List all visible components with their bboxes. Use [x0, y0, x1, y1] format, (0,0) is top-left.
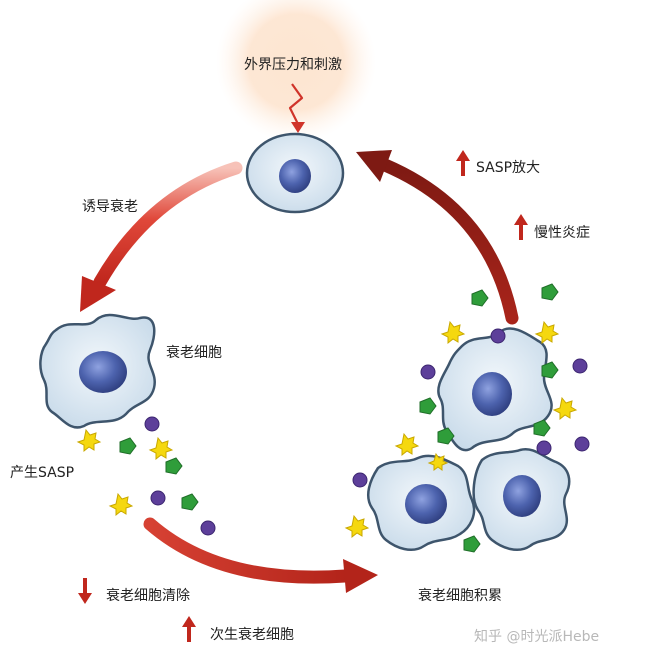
sasp-green-factors	[119, 283, 559, 553]
nucleus	[472, 372, 512, 416]
lightning-bolt-tip	[291, 122, 305, 133]
label-chronic-inflammation: 慢性炎症	[534, 225, 590, 241]
arrow-clearance-head	[343, 559, 378, 593]
nucleus	[79, 351, 127, 393]
label-secondary-senescent: 次生衰老细胞	[210, 627, 294, 643]
senescent-cell-cluster-top	[437, 327, 553, 452]
up-arrow-icon	[514, 214, 528, 240]
label-senescent-cell: 衰老细胞	[166, 345, 222, 361]
arrow-sasp-feedback-head	[356, 150, 392, 182]
stress-glow	[216, 0, 376, 142]
lightning-bolt-icon	[288, 83, 304, 125]
nucleus	[503, 475, 541, 517]
sasp-yellow-factors	[76, 320, 578, 539]
up-arrow-icon	[456, 150, 470, 176]
label-stress: 外界压力和刺激	[244, 57, 342, 73]
label-produce-sasp: 产生SASP	[10, 465, 75, 481]
senescent-cell-cluster-left	[367, 454, 476, 551]
arrow-induce-senescence	[93, 161, 243, 289]
up-arrow-icon	[182, 616, 196, 642]
senescent-cell-cluster-right	[472, 447, 571, 551]
label-induce-senescence: 诱导衰老	[82, 199, 138, 215]
senescent-cell-left	[39, 313, 156, 429]
label-clearance: 衰老细胞清除	[106, 588, 190, 604]
nucleus	[279, 159, 311, 193]
watermark: 知乎 @时光派Hebe	[474, 629, 600, 645]
label-accumulation: 衰老细胞积累	[418, 588, 502, 604]
healthy-cell	[245, 132, 345, 214]
arrow-clearance	[143, 517, 352, 584]
arrow-induce-senescence-head	[80, 276, 116, 312]
nucleus	[405, 484, 447, 524]
down-arrow-icon	[78, 578, 92, 604]
arrow-sasp-feedback	[378, 158, 519, 325]
sasp-purple-factors	[144, 328, 590, 536]
label-sasp-amplify: SASP放大	[476, 160, 541, 176]
